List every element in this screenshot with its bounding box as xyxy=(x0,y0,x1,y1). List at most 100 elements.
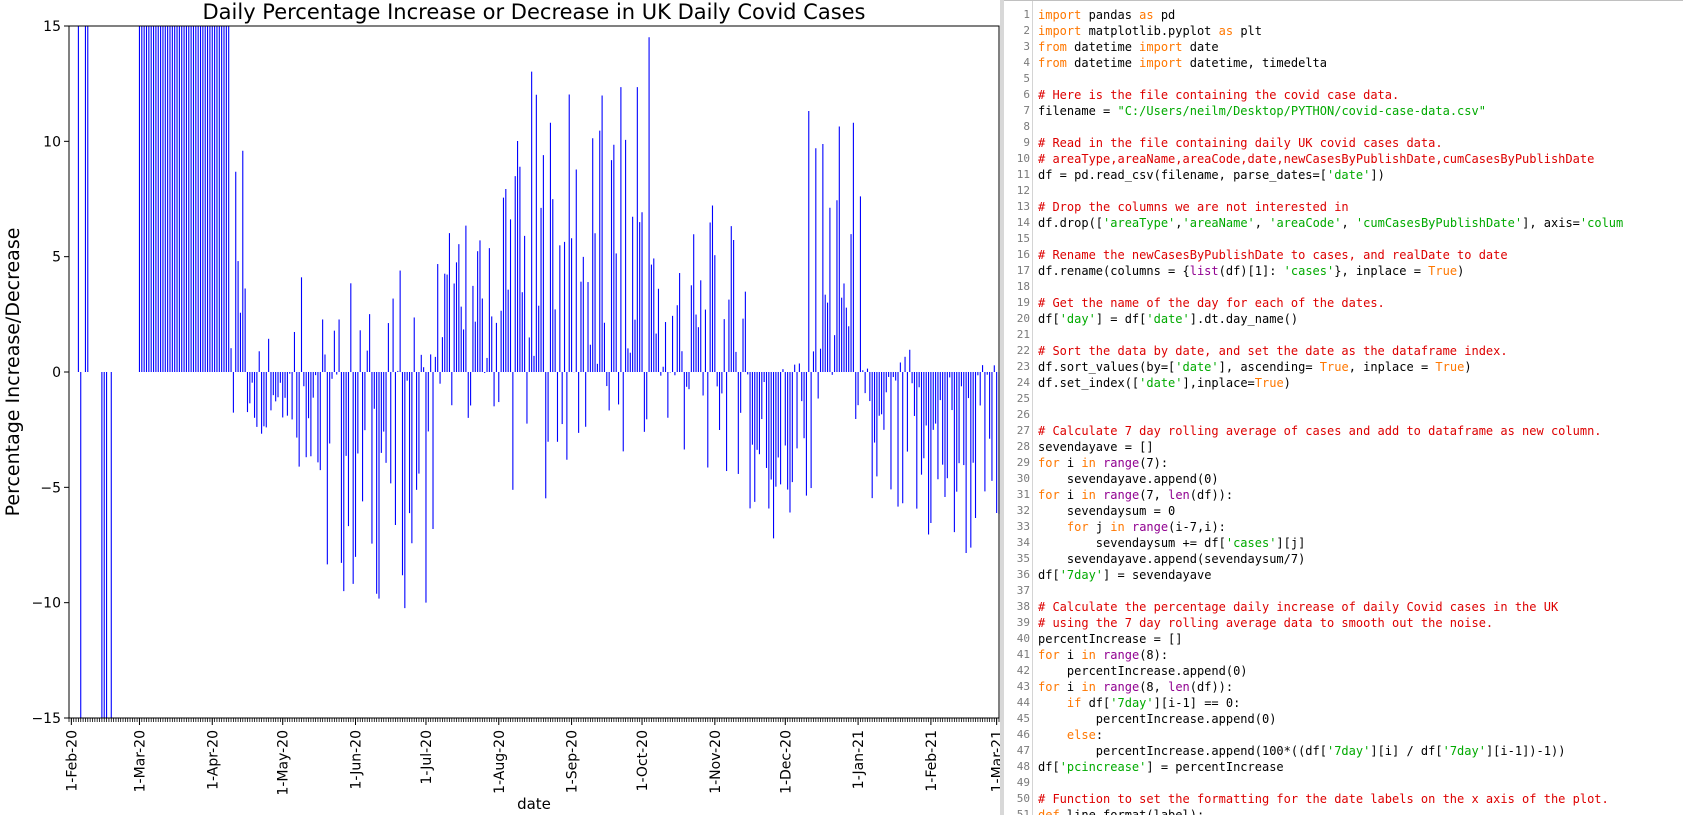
code-line[interactable]: 6 # Here is the file containing the covid… xyxy=(1004,87,1683,103)
code-line[interactable]: 26 xyxy=(1004,407,1683,423)
code-line[interactable]: 21 xyxy=(1004,327,1683,343)
code-line[interactable]: 51 def line_format(label): xyxy=(1004,807,1683,815)
code-line[interactable]: 4 from datetime import datetime, timedelt… xyxy=(1004,55,1683,71)
code-token: , xyxy=(1341,216,1356,230)
code-token: 'areaType' xyxy=(1103,216,1176,230)
code-line[interactable]: 32 sevendaysum = 0 xyxy=(1004,503,1683,519)
code-line[interactable]: 15 xyxy=(1004,231,1683,247)
code-token: ) xyxy=(1464,360,1472,374)
line-number: 50 xyxy=(1016,792,1030,805)
code-token: in xyxy=(1110,520,1125,534)
code-token: in xyxy=(1081,680,1096,694)
code-line[interactable]: 23 df.sort_values(by=['date'], ascending=… xyxy=(1004,359,1683,375)
code-text: percentIncrease.append(100*((df['7day'][… xyxy=(1038,743,1566,759)
code-token: sevendaysum += df[ xyxy=(1038,536,1226,550)
line-number: 39 xyxy=(1016,616,1030,629)
line-number: 17 xyxy=(1016,264,1030,277)
code-line[interactable]: 42 percentIncrease.append(0) xyxy=(1004,663,1683,679)
code-line[interactable]: 33 for j in range(i-7,i): xyxy=(1004,519,1683,535)
code-line[interactable]: 44 if df['7day'][i-1] == 0: xyxy=(1004,695,1683,711)
code-token xyxy=(1038,520,1067,534)
code-line[interactable]: 5 xyxy=(1004,71,1683,87)
code-line[interactable]: 28 sevendayave = [] xyxy=(1004,439,1683,455)
code-line[interactable]: 13 # Drop the columns we are not interest… xyxy=(1004,199,1683,215)
line-number: 11 xyxy=(1016,168,1030,181)
code-token: (df)[1]: xyxy=(1218,264,1284,278)
code-token: datetime xyxy=(1066,56,1140,70)
code-line[interactable]: 19 # Get the name of the day for each of … xyxy=(1004,295,1683,311)
code-token: # Calculate 7 day rolling average of cas… xyxy=(1038,424,1602,438)
code-line[interactable]: 24 df.set_index(['date'],inplace=True) xyxy=(1004,375,1683,391)
code-line[interactable]: 9 # Read in the file containing daily UK … xyxy=(1004,135,1683,151)
line-number: 21 xyxy=(1016,328,1030,341)
code-token: ],inplace= xyxy=(1182,376,1255,390)
code-line[interactable]: 8 xyxy=(1004,119,1683,135)
code-token xyxy=(1096,648,1103,662)
code-token: ] = sevendayave xyxy=(1103,568,1212,582)
code-line[interactable]: 14 df.drop(['areaType','areaName', 'areaC… xyxy=(1004,215,1683,231)
code-text: df = pd.read_csv(filename, parse_dates=[… xyxy=(1038,167,1385,183)
code-token: '7day' xyxy=(1326,744,1371,758)
code-token: : xyxy=(1095,728,1104,742)
code-line[interactable]: 45 percentIncrease.append(0) xyxy=(1004,711,1683,727)
code-line[interactable]: 10 # areaType,areaName,areaCode,date,newC… xyxy=(1004,151,1683,167)
code-text: for i in range(8): xyxy=(1038,647,1168,663)
code-token: 'date' xyxy=(1146,312,1190,326)
code-line[interactable]: 25 xyxy=(1004,391,1683,407)
code-text: df['day'] = df['date'].dt.day_name() xyxy=(1038,311,1298,327)
code-token: # Here is the file containing the covid … xyxy=(1038,88,1400,102)
code-line[interactable]: 1 import pandas as pd xyxy=(1004,7,1683,23)
code-token: 'areaName' xyxy=(1182,216,1255,230)
code-line[interactable]: 37 xyxy=(1004,583,1683,599)
code-line[interactable]: 34 sevendaysum += df['cases'][j] xyxy=(1004,535,1683,551)
code-line[interactable]: 16 # Rename the newCasesByPublishDate to … xyxy=(1004,247,1683,263)
code-token: for xyxy=(1038,648,1060,662)
code-line[interactable]: 49 xyxy=(1004,775,1683,791)
line-number: 18 xyxy=(1016,280,1030,293)
code-text: percentIncrease = [] xyxy=(1038,631,1183,647)
code-line[interactable]: 50 # Function to set the formatting for t… xyxy=(1004,791,1683,807)
code-line[interactable]: 17 df.rename(columns = {list(df)[1]: 'cas… xyxy=(1004,263,1683,279)
code-line[interactable]: 40 percentIncrease = [] xyxy=(1004,631,1683,647)
covid-percentage-chart: Daily Percentage Increase or Decrease in… xyxy=(2,0,1000,813)
code-line[interactable]: 30 sevendayave.append(0) xyxy=(1004,471,1683,487)
code-line[interactable]: 12 xyxy=(1004,183,1683,199)
code-text: percentIncrease.append(0) xyxy=(1038,663,1248,679)
code-token: True xyxy=(1319,360,1349,374)
code-token: pandas xyxy=(1081,8,1140,22)
code-text: sevendayave.append(sevendaysum/7) xyxy=(1038,551,1305,567)
code-editor-window[interactable]: 1 import pandas as pd 2 import matplotlib.p… xyxy=(1004,0,1683,815)
code-token: , xyxy=(1175,216,1183,230)
code-token xyxy=(1038,728,1067,742)
code-line[interactable]: 7 filename = "C:/Users/neilm/Desktop/PYTH… xyxy=(1004,103,1683,119)
code-line[interactable]: 41 for i in range(8): xyxy=(1004,647,1683,663)
code-line[interactable]: 43 for i in range(8, len(df)): xyxy=(1004,679,1683,695)
code-line[interactable]: 22 # Sort the data by date, and set the d… xyxy=(1004,343,1683,359)
code-token: 'areaCode' xyxy=(1269,216,1342,230)
code-token: # Calculate the percentage daily increas… xyxy=(1038,600,1559,614)
code-line[interactable]: 11 df = pd.read_csv(filename, parse_dates… xyxy=(1004,167,1683,183)
code-line[interactable]: 36 df['7day'] = sevendayave xyxy=(1004,567,1683,583)
code-token: }, inplace = xyxy=(1334,264,1429,278)
code-line[interactable]: 20 df['day'] = df['date'].dt.day_name() xyxy=(1004,311,1683,327)
code-line[interactable]: 3 from datetime import date xyxy=(1004,39,1683,55)
code-token: range xyxy=(1103,680,1140,694)
code-line[interactable]: 39 # using the 7 day rolling average data… xyxy=(1004,615,1683,631)
code-line[interactable]: 35 sevendayave.append(sevendaysum/7) xyxy=(1004,551,1683,567)
code-line[interactable]: 18 xyxy=(1004,279,1683,295)
window-divider[interactable] xyxy=(1000,0,1004,815)
code-line[interactable]: 46 else: xyxy=(1004,727,1683,743)
code-line[interactable]: 48 df['pcincrease'] = percentIncrease xyxy=(1004,759,1683,775)
code-line[interactable]: 29 for i in range(7): xyxy=(1004,455,1683,471)
code-line[interactable]: 27 # Calculate 7 day rolling average of c… xyxy=(1004,423,1683,439)
code-token: ][i-1] == 0: xyxy=(1153,696,1241,710)
code-line[interactable]: 47 percentIncrease.append(100*((df['7day… xyxy=(1004,743,1683,759)
code-line[interactable]: 31 for i in range(7, len(df)): xyxy=(1004,487,1683,503)
code-token: ] = df[ xyxy=(1095,312,1147,326)
code-line[interactable]: 38 # Calculate the percentage daily incre… xyxy=(1004,599,1683,615)
code-token: ) xyxy=(1457,264,1465,278)
code-line[interactable]: 2 import matplotlib.pyplot as plt xyxy=(1004,23,1683,39)
line-number: 10 xyxy=(1016,152,1030,165)
line-number: 2 xyxy=(1023,24,1030,37)
code-token: range xyxy=(1103,456,1140,470)
